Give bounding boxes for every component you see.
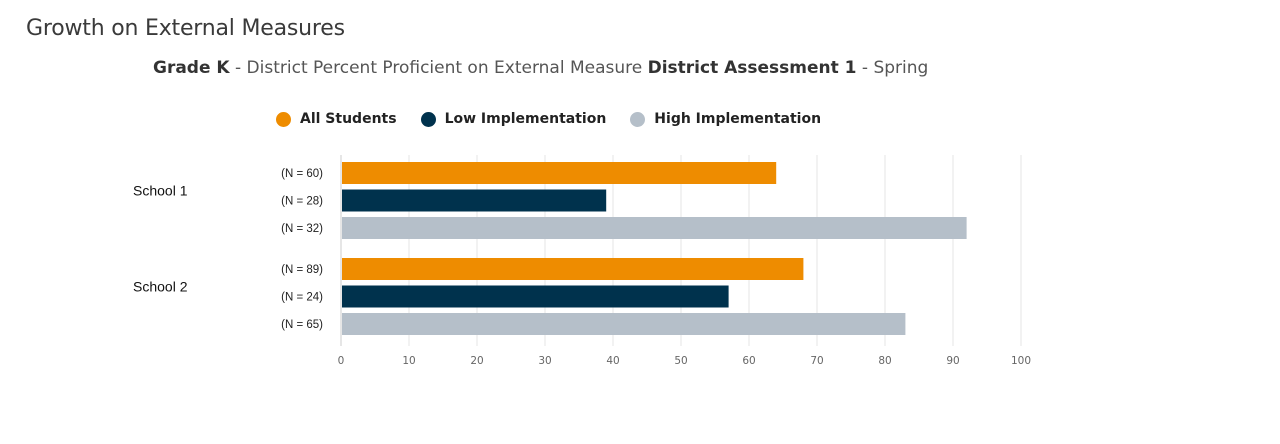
- x-tick-label-80: 80: [878, 355, 891, 367]
- x-tick-label-40: 40: [606, 355, 619, 367]
- n-label-school-1-all-students: (N = 60): [281, 168, 323, 180]
- x-tick-label-20: 20: [470, 355, 483, 367]
- bar-school-2-low-implementation: [342, 285, 729, 308]
- legend-swatch-all-students: [276, 111, 291, 127]
- x-tick-label-10: 10: [402, 355, 415, 367]
- bar-school-2-high-implementation: [342, 313, 906, 335]
- assessment-label: District Assessment 1: [647, 58, 857, 78]
- n-label-school-1-high-implementation: (N = 32): [281, 223, 323, 235]
- legend-swatch-low-implementation: [420, 111, 436, 127]
- subtitle-season-text: - Spring: [856, 58, 929, 78]
- category-label-school-1: School 1: [133, 183, 188, 199]
- x-tick-label-50: 50: [674, 355, 687, 367]
- n-label-school-2-high-implementation: (N = 65): [281, 319, 323, 331]
- bar-school-1-all-students: [342, 162, 777, 184]
- x-tick-label-30: 30: [538, 355, 551, 367]
- legend-label-all-students: All Students: [300, 111, 397, 127]
- grade-label: Grade K: [153, 58, 230, 78]
- page-title: Growth on External Measures: [26, 16, 345, 41]
- x-tick-label-90: 90: [946, 355, 959, 367]
- category-label-school-2: School 2: [133, 279, 188, 295]
- legend-swatch-high-implementation: [630, 111, 646, 127]
- x-tick-label-70: 70: [810, 355, 823, 367]
- n-label-school-2-all-students: (N = 89): [281, 264, 323, 276]
- legend-label-high-implementation: High Implementation: [654, 111, 822, 127]
- chart-subtitle: Grade K - District Percent Proficient on…: [153, 58, 928, 78]
- chart-legend: All Students Low Implementation High Imp…: [276, 111, 845, 127]
- bar-school-1-low-implementation: [342, 189, 607, 212]
- n-label-school-1-low-implementation: (N = 28): [281, 196, 323, 208]
- subtitle-measure-text: - District Percent Proficient on Externa…: [229, 58, 648, 78]
- legend-label-low-implementation: Low Implementation: [444, 111, 607, 127]
- legend-item-low-implementation[interactable]: Low Implementation: [420, 111, 607, 127]
- legend-item-high-implementation[interactable]: High Implementation: [630, 111, 821, 127]
- legend-item-all-students[interactable]: All Students: [276, 111, 397, 127]
- bar-school-1-high-implementation: [342, 217, 967, 239]
- n-label-school-2-low-implementation: (N = 24): [281, 292, 323, 304]
- x-tick-label-60: 60: [742, 355, 755, 367]
- bar-school-2-all-students: [342, 258, 804, 280]
- x-tick-label-0: 0: [338, 355, 345, 367]
- x-tick-label-100: 100: [1011, 355, 1031, 367]
